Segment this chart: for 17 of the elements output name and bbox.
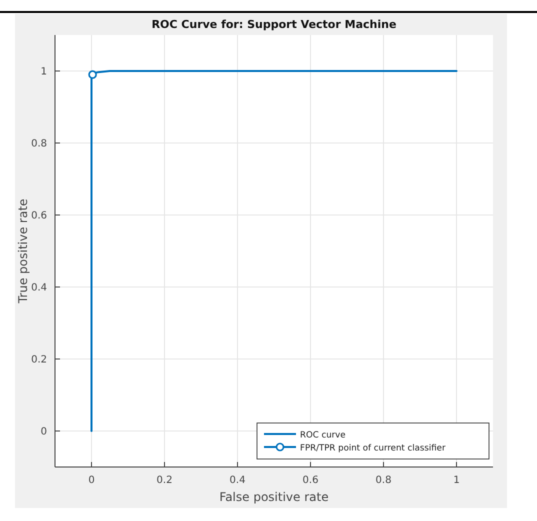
legend-label: ROC curve [300, 430, 346, 440]
x-tick-label: 0.4 [230, 475, 246, 486]
x-tick-label: 0.2 [156, 475, 172, 486]
x-axis-title: False positive rate [219, 490, 329, 504]
y-axis-title: True positive rate [16, 198, 30, 304]
x-tick-label: 1 [453, 475, 460, 486]
y-tick-label: 0.8 [31, 138, 47, 150]
y-tick-label: 0.2 [31, 354, 47, 366]
y-tick-label: 0.6 [31, 210, 47, 222]
y-tick-label: 1 [40, 66, 47, 78]
chart-title: ROC Curve for: Support Vector Machine [152, 18, 396, 31]
y-tick-label: 0 [40, 426, 47, 438]
y-tick-label: 0.4 [31, 282, 47, 294]
x-tick-label: 0 [88, 475, 95, 486]
legend-label: FPR/TPR point of current classifier [300, 444, 446, 454]
x-tick-label: 0.6 [302, 475, 318, 486]
x-tick-label: 0.8 [376, 475, 392, 486]
